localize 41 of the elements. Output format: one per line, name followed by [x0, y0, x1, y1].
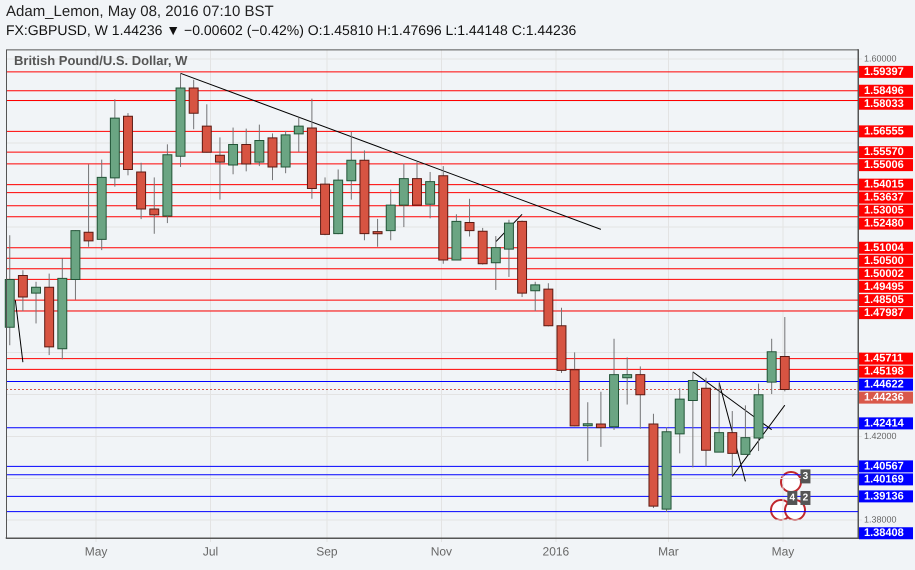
- y-tick-label: 1.42000: [864, 430, 897, 441]
- y-tick-label: 1.60000: [864, 54, 897, 64]
- annotation: British Pound/U.S. Dollar, W: [14, 52, 188, 68]
- x-tick-label: Nov: [430, 544, 452, 559]
- ref-line-label: 1.38408: [864, 527, 904, 540]
- ref-line-label: 1.54015: [864, 178, 904, 191]
- ref-line-label: 1.44236: [864, 392, 904, 404]
- ref-line-label: 1.58033: [864, 98, 904, 110]
- x-tick-label: 2016: [542, 544, 570, 559]
- ref-line-label: 1.47987: [864, 307, 904, 320]
- ref-line-label: 1.39136: [864, 490, 904, 502]
- ref-line-label: 1.52480: [864, 218, 904, 230]
- ref-line-label: 1.50002: [864, 268, 904, 280]
- ref-line-label: 1.40169: [864, 473, 904, 486]
- ref-line-label: 1.48505: [864, 294, 904, 306]
- annotation: 2: [802, 492, 809, 504]
- ref-line-label: 1.42414: [864, 417, 905, 430]
- ref-line-label: 1.44622: [864, 378, 904, 391]
- ref-line-label: 1.49495: [864, 280, 904, 293]
- ref-line-label: 1.53005: [864, 204, 904, 217]
- ref-line-label: 1.45198: [864, 366, 904, 378]
- x-tick-label: Jul: [202, 544, 218, 559]
- chart-title: Adam_Lemon, May 08, 2016 07:10 BST: [6, 3, 274, 20]
- x-tick-label: May: [84, 544, 108, 559]
- x-tick-label: Sep: [316, 544, 338, 559]
- x-tick-label: Mar: [658, 544, 679, 559]
- ref-line-label: 1.55570: [864, 146, 904, 158]
- ref-line-label: 1.50500: [864, 254, 904, 267]
- annotation: 4: [790, 492, 796, 504]
- y-tick-label: 1.38000: [864, 514, 897, 525]
- ref-line-label: 1.56555: [864, 125, 904, 138]
- ref-line-label: 1.45711: [864, 352, 904, 365]
- ref-line-label: 1.59397: [864, 66, 904, 78]
- ref-line-label: 1.55006: [864, 159, 904, 172]
- x-tick-label: May: [772, 544, 794, 559]
- ref-line-label: 1.40567: [864, 460, 904, 472]
- annotation: 3: [802, 471, 809, 482]
- ref-line-label: 1.58496: [864, 84, 904, 97]
- ref-line-label: 1.53637: [864, 192, 904, 204]
- chart-subtitle: FX:GBPUSD, W 1.44236 ▼ −0.00602 (−0.42%) O:1.45810 H:1.47696 L:1.44148 C:1.44236: [6, 22, 576, 38]
- ref-line-label: 1.51004: [864, 242, 905, 254]
